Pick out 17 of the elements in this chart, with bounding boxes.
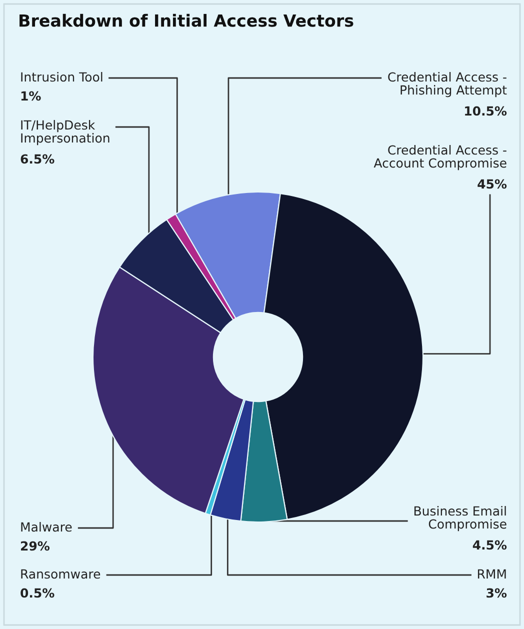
data-label: 10.5% [465,106,507,116]
slice-label: Intrusion Tool [21,72,102,82]
slice-label: RMM [478,569,506,578]
slice-label: Malware [21,522,72,532]
data-label: 0.5% [20,588,54,598]
data-label: 1% [21,91,41,101]
slice-label: Credential Access - Account Compromise [374,145,506,170]
slice-label: IT/HelpDesk Impersonation [21,120,110,146]
data-label: 6.5% [20,154,54,164]
data-label: 29% [20,541,50,551]
chart-title: Breakdown of Initial Access Vectors [20,14,354,27]
slice-label: Ransomware [21,569,100,579]
data-label: 4.5% [472,540,507,550]
slice-label: Business Email Compromise [414,506,506,532]
data-label: 3% [486,588,507,598]
data-label: 45% [478,179,507,189]
slice-label: Credential Access - Phishing Attempt [388,72,507,98]
